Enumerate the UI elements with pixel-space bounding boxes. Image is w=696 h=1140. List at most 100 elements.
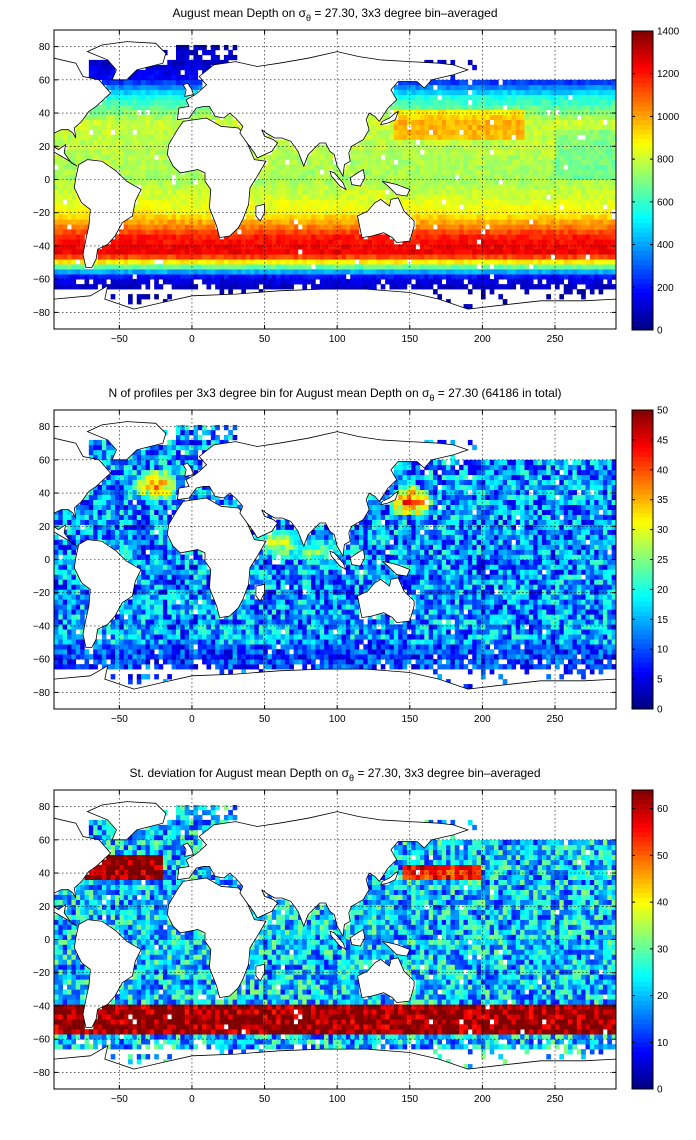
heatmap-cell [141,124,146,130]
heatmap-cell [581,289,586,295]
heatmap-cell [367,239,373,245]
heatmap-cell [128,134,133,140]
heatmap-cell [480,214,486,220]
heatmap-cell [459,94,464,101]
heatmap-cell [568,109,573,116]
heatmap-cell [250,274,255,280]
heatmap-cell [62,644,68,650]
heatmap-cell [511,269,517,275]
heatmap-cell [180,194,185,200]
heatmap-cell [71,519,77,525]
heatmap-cell [393,144,399,150]
heatmap-cell [354,224,360,230]
heatmap-cell [437,194,443,200]
heatmap-cell [598,244,604,250]
heatmap-cell [441,174,447,180]
heatmap-cell [128,524,133,530]
heatmap-cell [541,79,547,86]
heatmap-cell [563,254,569,260]
heatmap-cell [555,229,560,235]
colorbar-segment [632,87,653,93]
heatmap-cell [354,169,360,175]
heatmap-cell [158,284,164,290]
heatmap-cell [572,134,578,140]
heatmap-cell [406,89,412,96]
heatmap-cell [319,154,325,160]
heatmap-cell [119,659,125,665]
heatmap-cell [559,119,565,125]
heatmap-cell [602,219,608,225]
heatmap-cell [232,239,238,245]
heatmap-cell [136,199,142,205]
heatmap-cell [319,264,325,270]
heatmap-cell [437,79,443,86]
heatmap-cell [411,134,416,140]
heatmap-cell [515,159,521,165]
heatmap-cell [71,224,77,230]
colorbar-segment [632,315,653,322]
heatmap-cell [576,149,582,155]
heatmap-cell [494,244,499,250]
heatmap-cell [376,154,382,160]
heatmap-cell [585,204,591,210]
heatmap-cell [302,219,307,225]
heatmap-cell [311,284,316,290]
heatmap-cell [88,284,94,290]
heatmap-cell [428,119,434,125]
heatmap-cell [589,279,595,285]
heatmap-cell [62,569,68,575]
heatmap-cell [293,159,299,165]
heatmap-cell [446,204,451,210]
heatmap-cell [145,139,151,145]
heatmap-cell [54,144,59,150]
heatmap-cell [576,264,582,270]
heatmap-cell [341,229,347,235]
heatmap-cell [459,154,464,160]
heatmap-cell [332,269,338,275]
heatmap-cell [441,114,447,120]
heatmap-cell [149,164,155,170]
heatmap-cell [123,654,129,660]
heatmap-cell [411,239,416,245]
heatmap-cell [419,264,425,270]
heatmap-cell [128,164,133,170]
heatmap-cell [454,204,460,210]
heatmap-cell [515,134,521,140]
heatmap-cell [433,129,438,135]
heatmap-cell [572,144,578,150]
heatmap-cell [158,164,164,170]
heatmap-cell [507,84,512,91]
heatmap-cell [594,179,599,185]
heatmap-cell [206,234,212,240]
heatmap-cell [315,259,321,265]
heatmap-cell [297,164,303,170]
heatmap-cell [541,234,547,240]
heatmap-cell [459,84,464,91]
heatmap-cell [441,184,447,190]
heatmap-cell [119,269,125,275]
heatmap-cell [110,109,116,116]
heatmap-cell [311,274,316,280]
heatmap-cell [341,219,347,225]
heatmap-cell [563,129,569,135]
heatmap-cell [494,129,499,135]
heatmap-cell [75,134,81,140]
heatmap-cell [215,259,220,265]
heatmap-cell [459,159,464,165]
heatmap-cell [576,84,582,91]
heatmap-cell [367,159,373,165]
heatmap-cell [537,124,543,130]
heatmap-cell [367,274,373,280]
heatmap-cell [141,119,146,125]
heatmap-cell [80,639,85,645]
heatmap-cell [541,94,547,101]
heatmap-cell [568,234,573,240]
heatmap-cell [463,264,469,270]
heatmap-cell [602,284,608,290]
heatmap-cell [533,239,538,245]
heatmap-cell [446,229,451,235]
heatmap-cell [114,79,120,86]
heatmap-cell [167,109,172,116]
heatmap-cell [180,269,185,275]
heatmap-cell [324,164,329,170]
